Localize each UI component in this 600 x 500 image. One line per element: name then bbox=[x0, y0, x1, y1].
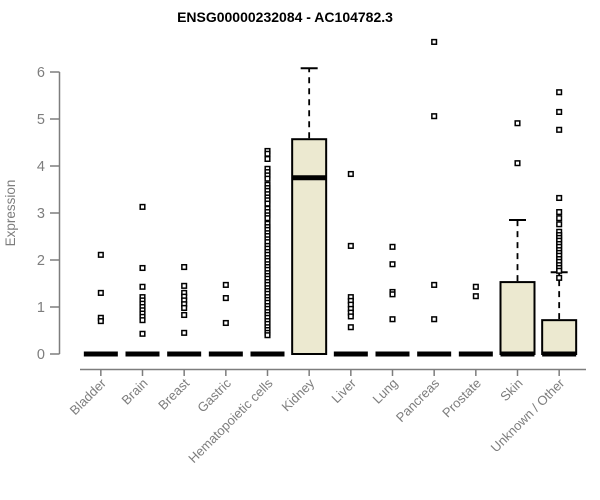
collapsed-box bbox=[458, 351, 493, 357]
data-point bbox=[97, 251, 104, 258]
data-point bbox=[181, 311, 188, 319]
x-tick-label-breast: Breast bbox=[155, 375, 192, 412]
data-point bbox=[139, 330, 146, 337]
data-point bbox=[222, 295, 229, 302]
data-point bbox=[139, 264, 146, 272]
data-point bbox=[97, 289, 104, 296]
boxplot-breast bbox=[167, 264, 202, 357]
data-point bbox=[97, 318, 104, 325]
median-line bbox=[542, 351, 577, 357]
x-tick-label-unknown-other: Unknown / Other bbox=[488, 375, 568, 455]
data-point bbox=[556, 89, 563, 96]
x-tick-label-lung: Lung bbox=[370, 376, 401, 407]
data-point bbox=[181, 304, 188, 311]
axis-labels: 0 1 2 3 4 5 6 Expression Bladder Brain Breast Gastr… bbox=[3, 65, 568, 466]
x-tick-label-brain: Brain bbox=[119, 376, 151, 408]
x-tick-label-kidney: Kidney bbox=[279, 375, 318, 414]
data-point bbox=[139, 283, 146, 290]
box bbox=[541, 319, 578, 356]
collapsed-box bbox=[125, 351, 160, 357]
data-point bbox=[139, 203, 146, 210]
boxplot-brain bbox=[125, 203, 160, 357]
boxplot-lung bbox=[375, 243, 410, 357]
axes bbox=[50, 71, 586, 376]
x-tick-label-gastric: Gastric bbox=[194, 375, 234, 415]
y-tick-label: 3 bbox=[37, 206, 45, 222]
data-point bbox=[222, 319, 229, 327]
collapsed-box bbox=[83, 351, 118, 357]
boxplot-bladder bbox=[83, 251, 118, 357]
data-point bbox=[556, 108, 563, 116]
data-point bbox=[264, 200, 271, 207]
data-point bbox=[347, 324, 354, 331]
data-point bbox=[514, 160, 521, 167]
data-point bbox=[264, 150, 271, 157]
collapsed-box bbox=[250, 351, 285, 357]
data-point bbox=[389, 261, 396, 268]
y-axis-title: Expression bbox=[3, 180, 18, 247]
x-tick-label-pancreas: Pancreas bbox=[393, 375, 443, 425]
boxplot-unknown-other bbox=[541, 89, 578, 357]
y-tick-label: 1 bbox=[37, 300, 45, 316]
data-point bbox=[264, 155, 271, 162]
data-point bbox=[472, 283, 479, 290]
data-point bbox=[431, 316, 438, 323]
y-tick-label: 6 bbox=[37, 65, 45, 81]
boxplot-hematopoietic-cells bbox=[250, 147, 285, 357]
data-point bbox=[181, 282, 188, 289]
data-point bbox=[431, 113, 438, 120]
y-tick-label: 4 bbox=[37, 159, 45, 175]
data-point bbox=[431, 281, 438, 288]
data-point bbox=[264, 175, 271, 182]
boxplot-liver bbox=[333, 170, 368, 357]
data-point bbox=[181, 329, 188, 336]
box bbox=[291, 138, 328, 355]
collapsed-box bbox=[417, 351, 452, 357]
data-point bbox=[556, 209, 563, 216]
boxplot-prostate bbox=[458, 283, 493, 357]
data-point bbox=[139, 317, 146, 324]
data-point bbox=[347, 313, 354, 320]
median-line bbox=[500, 351, 535, 357]
y-tick-label: 5 bbox=[37, 112, 45, 128]
chart-title: ENSG00000232084 - AC104782.3 bbox=[177, 9, 393, 25]
data-point bbox=[556, 215, 563, 222]
data-point bbox=[389, 316, 396, 323]
box bbox=[499, 281, 536, 355]
collapsed-box bbox=[167, 351, 202, 357]
data-point bbox=[222, 281, 229, 288]
data-point bbox=[389, 243, 396, 250]
data-point bbox=[181, 264, 188, 271]
data-point bbox=[556, 274, 563, 281]
data-point bbox=[264, 332, 271, 339]
data-point bbox=[556, 194, 563, 202]
y-tick-label: 2 bbox=[37, 253, 45, 269]
data-point bbox=[514, 120, 521, 127]
boxplot-skin bbox=[499, 120, 536, 357]
x-tick-label-liver: Liver bbox=[328, 375, 359, 406]
data-point bbox=[347, 170, 354, 178]
median-line bbox=[292, 175, 327, 181]
y-tick-label: 0 bbox=[37, 347, 45, 363]
data-point bbox=[556, 267, 563, 274]
boxplot-gastric bbox=[208, 281, 243, 357]
x-tick-label-skin: Skin bbox=[497, 376, 525, 404]
data-point bbox=[431, 38, 438, 45]
boxplot-pancreas bbox=[417, 38, 452, 357]
data-point bbox=[556, 126, 563, 133]
collapsed-box bbox=[375, 351, 410, 357]
data-point bbox=[264, 215, 271, 222]
data-point bbox=[472, 293, 479, 300]
collapsed-box bbox=[208, 351, 243, 357]
data-point bbox=[347, 242, 354, 249]
x-tick-label-prostate: Prostate bbox=[439, 376, 484, 421]
data-point bbox=[556, 221, 563, 228]
data-point bbox=[389, 291, 396, 298]
collapsed-box bbox=[333, 351, 368, 357]
boxplot-kidney bbox=[291, 67, 328, 355]
x-tick-label-bladder: Bladder bbox=[67, 375, 110, 418]
